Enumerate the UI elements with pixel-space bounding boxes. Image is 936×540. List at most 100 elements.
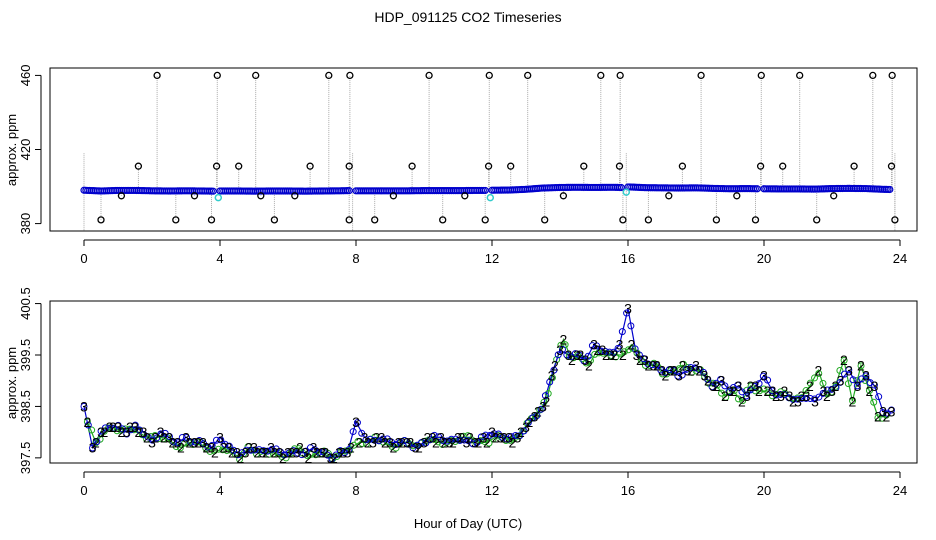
series-point <box>332 451 340 459</box>
x-axis-label: Hour of Day (UTC) <box>414 516 522 531</box>
digit-marker: 3 <box>505 429 513 445</box>
bottom-panel-x-axis: 0 4 8 12 16 20 24 <box>80 471 907 498</box>
series-point <box>214 445 222 453</box>
flag-point <box>597 71 605 80</box>
series-point <box>89 444 97 452</box>
digit-marker: 3 <box>692 357 700 373</box>
flag-point <box>257 192 265 200</box>
digit-marker: 2 <box>543 393 551 409</box>
digit-marker: 2 <box>194 434 202 450</box>
digit-marker: 3 <box>437 429 445 445</box>
flag-point <box>756 162 765 170</box>
y-tick-label: 380 <box>18 213 33 235</box>
series-point <box>371 436 379 444</box>
series-point <box>486 431 494 439</box>
series-point <box>742 392 750 400</box>
series-point <box>751 387 759 395</box>
flag-point <box>117 192 126 200</box>
series-point <box>721 382 729 390</box>
series-point <box>516 432 524 440</box>
digit-marker: 3 <box>463 434 471 450</box>
series-point <box>101 424 109 432</box>
digit-marker: 3 <box>276 445 284 461</box>
digit-marker: 2 <box>135 424 143 440</box>
series-point <box>259 447 267 455</box>
flag-point <box>439 216 447 224</box>
series-point <box>227 446 235 454</box>
series-point <box>106 424 114 432</box>
digit-marker: 3 <box>828 383 836 399</box>
top-panel-y-label: approx. ppm <box>4 114 19 186</box>
co2-point <box>886 185 894 194</box>
flag-point <box>869 71 877 80</box>
flag-point <box>733 192 741 200</box>
series-point <box>815 369 823 377</box>
bottom-panel-y-axis: 397.5 398.5 399.5 400.5 <box>18 287 42 475</box>
x-tick-label: 4 <box>216 251 223 266</box>
y-tick-label: 460 <box>18 65 33 87</box>
digit-marker: 2 <box>364 434 372 450</box>
series-point <box>811 395 819 403</box>
series-point <box>764 376 772 384</box>
bottom-panel-y-label: approx. ppm <box>4 347 19 419</box>
series-point <box>625 346 633 354</box>
series-point <box>546 378 554 386</box>
digit-marker: 2 <box>857 357 865 373</box>
flag-point <box>213 71 221 80</box>
digit-marker: 2 <box>611 347 619 363</box>
series-point <box>692 367 700 375</box>
digit-marker: 2 <box>101 424 109 440</box>
digit-marker: 3 <box>539 398 547 414</box>
series-point <box>529 414 537 422</box>
digit-marker: 3 <box>675 368 683 384</box>
digit-marker: 3 <box>701 368 709 384</box>
series-point <box>447 435 455 443</box>
series-point <box>700 368 708 376</box>
series-point <box>443 437 451 445</box>
series-point <box>80 402 88 410</box>
digit-marker: 3 <box>599 342 607 358</box>
series-point <box>131 421 139 429</box>
y-tick-label: 397.5 <box>18 442 33 475</box>
flag-point <box>619 216 627 224</box>
series-point <box>439 436 447 444</box>
digit-marker: 3 <box>803 388 811 404</box>
series-point <box>879 409 887 417</box>
digit-marker: 3 <box>403 434 411 450</box>
digit-marker: 2 <box>339 445 347 461</box>
digit-marker: 2 <box>840 352 848 368</box>
digit-marker: 3 <box>480 429 488 445</box>
series-point <box>221 440 229 448</box>
top-panel-frame <box>49 67 918 232</box>
cal-point <box>622 188 631 196</box>
series-point <box>620 348 628 356</box>
flag-point <box>134 162 143 170</box>
series-point <box>324 451 332 459</box>
series-point <box>464 432 472 440</box>
top-panel-co2-all: 0 4 8 12 16 20 24 380 420 460 approx. ppm <box>4 65 918 266</box>
digit-marker: 3 <box>361 429 369 445</box>
series-point <box>281 451 289 459</box>
digit-marker: 3 <box>752 378 760 394</box>
digit-marker: 3 <box>157 424 165 440</box>
digit-marker: 2 <box>262 445 270 461</box>
digit-marker: 3 <box>786 388 794 404</box>
series-point <box>739 397 747 405</box>
series-point <box>354 437 362 445</box>
series-point <box>730 387 738 395</box>
series-point <box>481 438 489 446</box>
co2-point <box>209 187 217 195</box>
series-point <box>571 350 579 358</box>
series-point <box>631 345 639 353</box>
series-point <box>153 434 161 442</box>
series-point <box>353 419 361 427</box>
digit-marker: 3 <box>777 388 785 404</box>
digit-marker: 2 <box>466 429 474 445</box>
series-point <box>485 439 493 447</box>
series-point <box>593 342 601 350</box>
digit-marker: 3 <box>709 378 717 394</box>
digit-marker: 3 <box>335 445 343 461</box>
flag-point <box>190 192 199 200</box>
x-tick-label: 8 <box>352 483 359 498</box>
series-point <box>554 351 562 359</box>
